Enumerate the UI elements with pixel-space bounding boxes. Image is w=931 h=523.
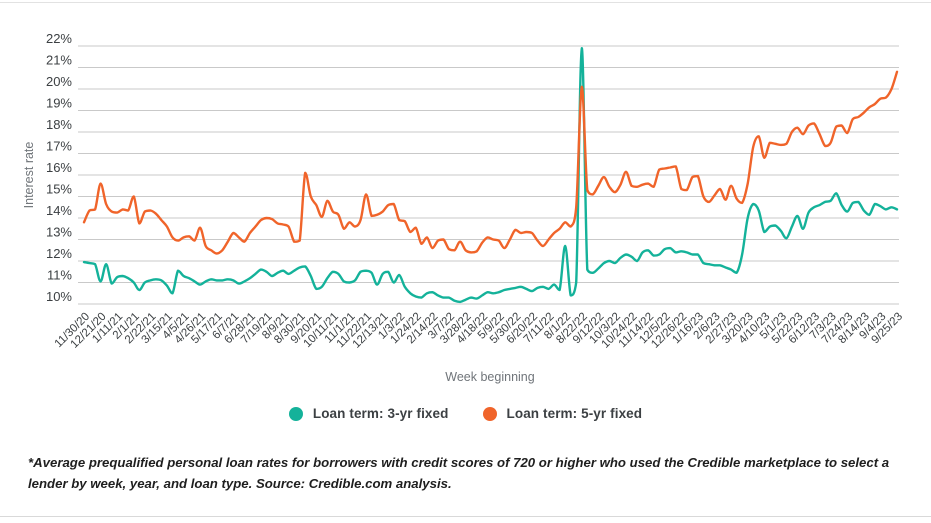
legend-item-5yr-fixed: Loan term: 5-yr fixed	[482, 406, 643, 421]
series-line-3yr-fixed	[82, 47, 899, 304]
y-axis-tick-label: 14%	[46, 203, 72, 218]
y-axis-tick-label: 15%	[46, 182, 72, 197]
line-chart: 10%11%12%13%14%15%16%17%18%19%20%21%22% …	[22, 31, 906, 384]
grid-layer: 10% 11% 12% 13% 14% 15% 16% 17% 18% 19% 20% 21% 22%	[46, 31, 899, 305]
footnote: *Average prequalified personal loan rate…	[28, 455, 890, 492]
legend-dot-5yr-icon	[482, 406, 497, 421]
y-axis-tick-label: 13%	[46, 225, 72, 240]
x-axis-title: Week beginning	[445, 370, 534, 384]
legend-dot-3yr-icon	[288, 406, 303, 421]
y-axis-tick-label: 19%	[46, 96, 72, 111]
y-axis-tick-label: 21%	[46, 53, 72, 68]
legend-label-3yr: Loan term: 3-yr fixed	[312, 406, 449, 421]
y-axis-tick-label: 17%	[46, 139, 72, 154]
chart-legend: Loan term: 3-yr fixed Loan term: 5-yr fi…	[0, 406, 931, 421]
legend-label-5yr: Loan term: 5-yr fixed	[506, 406, 643, 421]
series-line-5yr-fixed	[82, 70, 899, 255]
y-axis-tick-label: 11%	[47, 268, 72, 283]
y-axis-tick-label: 20%	[46, 74, 72, 89]
bottom-divider	[0, 516, 931, 517]
y-axis-tick-label: 10%	[46, 289, 72, 304]
y-axis-tick-label: 16%	[46, 160, 72, 175]
series-layer	[82, 47, 899, 304]
y-axis-tick-label: 22%	[46, 31, 72, 46]
x-axis-tick-labels: 11/30/2012/21/201/11/212/1/212/22/213/15…	[53, 311, 906, 351]
top-divider	[0, 2, 931, 3]
y-axis-tick-label: 18%	[46, 117, 72, 132]
y-axis-tick-label: 12%	[46, 246, 72, 261]
y-axis-title: Interest rate	[22, 142, 36, 209]
legend-item-3yr-fixed: Loan term: 3-yr fixed	[288, 406, 449, 421]
